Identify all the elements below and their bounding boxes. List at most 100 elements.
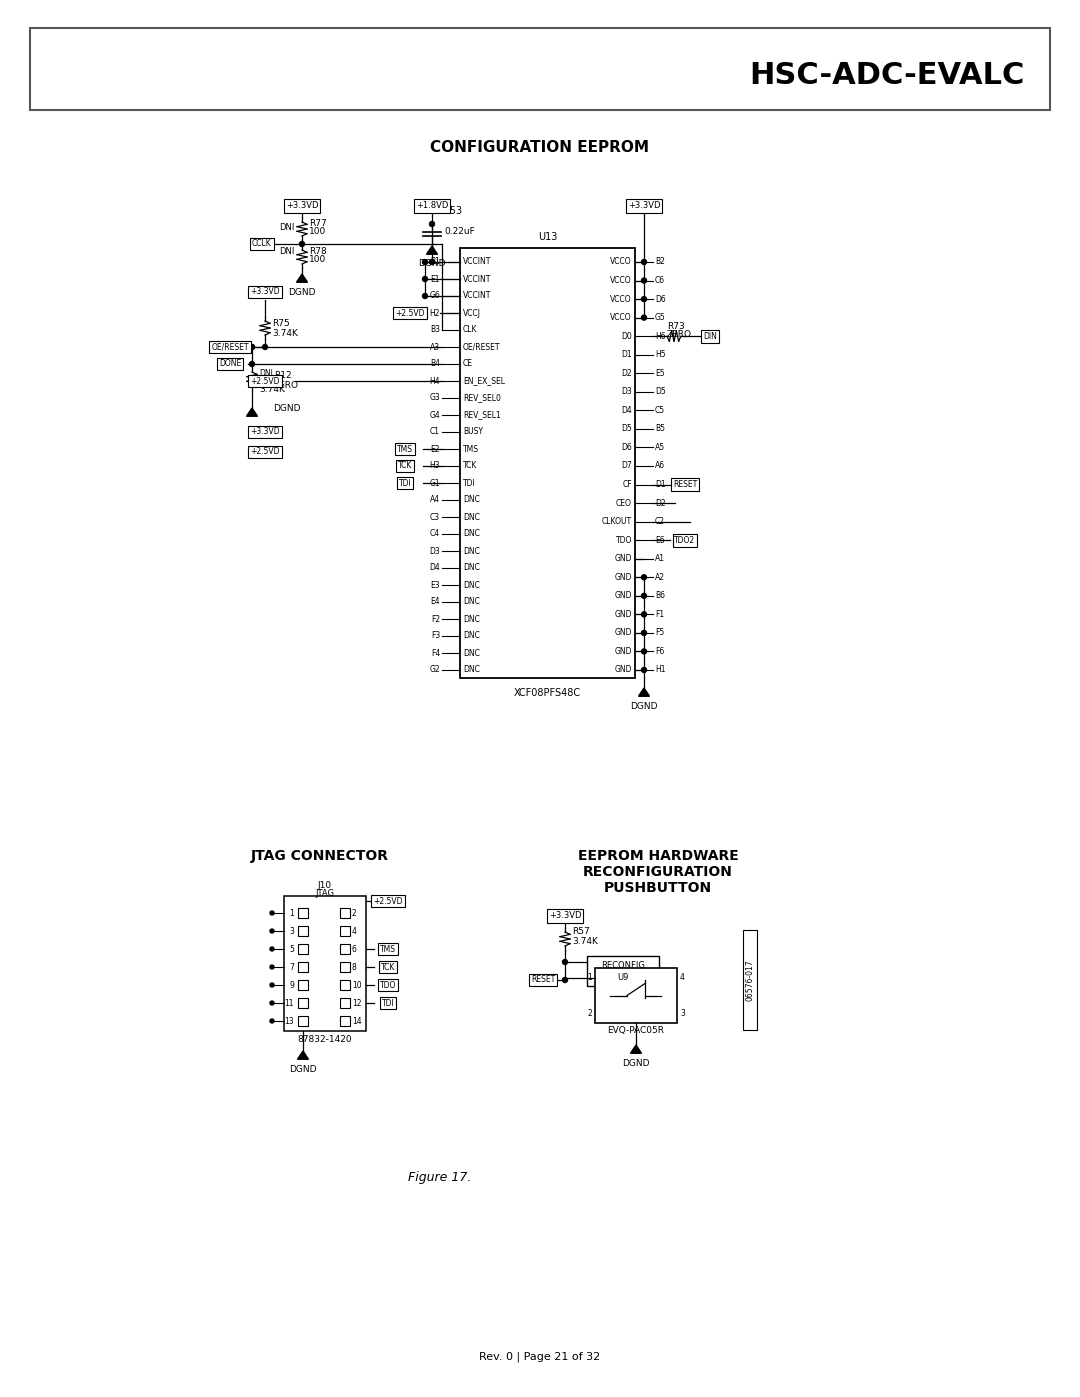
Text: OE/RESET: OE/RESET bbox=[463, 342, 500, 352]
Bar bbox=[340, 997, 350, 1009]
Text: VCCINT: VCCINT bbox=[463, 274, 491, 284]
Circle shape bbox=[430, 260, 434, 264]
Polygon shape bbox=[246, 408, 257, 416]
Text: +3.3VD: +3.3VD bbox=[251, 427, 280, 436]
Polygon shape bbox=[638, 687, 649, 696]
Text: PUSHBUTTON: PUSHBUTTON bbox=[604, 882, 712, 895]
Text: F4: F4 bbox=[431, 648, 440, 658]
Text: R57: R57 bbox=[572, 928, 590, 936]
Text: 8: 8 bbox=[352, 963, 356, 971]
Text: GND: GND bbox=[615, 555, 632, 563]
Text: 2: 2 bbox=[588, 1009, 592, 1017]
Text: DNC: DNC bbox=[463, 665, 480, 675]
Text: H2: H2 bbox=[430, 309, 440, 317]
Circle shape bbox=[262, 345, 268, 349]
Circle shape bbox=[422, 277, 428, 282]
Text: H6: H6 bbox=[654, 331, 665, 341]
Text: 6: 6 bbox=[352, 944, 356, 954]
Text: CEO: CEO bbox=[616, 499, 632, 507]
Text: VCCINT: VCCINT bbox=[463, 292, 491, 300]
Bar bbox=[340, 1016, 350, 1025]
Bar bbox=[284, 895, 366, 1031]
Text: U9: U9 bbox=[618, 974, 629, 982]
Text: U13: U13 bbox=[538, 232, 557, 242]
Text: EN_EX_SEL: EN_EX_SEL bbox=[463, 377, 505, 386]
Text: TMS: TMS bbox=[380, 944, 396, 954]
Text: 7: 7 bbox=[289, 963, 294, 971]
Text: 100: 100 bbox=[309, 256, 326, 264]
Circle shape bbox=[299, 242, 305, 246]
Text: HSC-ADC-EVALC: HSC-ADC-EVALC bbox=[750, 60, 1025, 89]
Text: D7: D7 bbox=[621, 461, 632, 471]
Text: R73: R73 bbox=[667, 321, 685, 331]
Polygon shape bbox=[427, 246, 437, 254]
Bar bbox=[340, 981, 350, 990]
Bar bbox=[298, 1016, 308, 1025]
Text: +1.8VD: +1.8VD bbox=[416, 201, 448, 211]
Text: 10: 10 bbox=[352, 981, 362, 989]
Text: E4: E4 bbox=[430, 598, 440, 606]
Text: 11: 11 bbox=[284, 999, 294, 1007]
Circle shape bbox=[270, 983, 274, 988]
Text: CLKOUT: CLKOUT bbox=[602, 517, 632, 527]
Bar bbox=[340, 926, 350, 936]
Text: DNI: DNI bbox=[280, 247, 295, 257]
Text: DONE: DONE bbox=[219, 359, 241, 369]
Text: D5: D5 bbox=[654, 387, 665, 397]
Text: D1: D1 bbox=[654, 481, 665, 489]
Circle shape bbox=[422, 260, 428, 264]
Text: ZERO: ZERO bbox=[274, 381, 299, 391]
Text: +3.3VD: +3.3VD bbox=[286, 201, 319, 211]
Text: RECONFIG: RECONFIG bbox=[602, 961, 645, 971]
Text: EEPROM HARDWARE: EEPROM HARDWARE bbox=[578, 849, 739, 863]
Text: DNC: DNC bbox=[463, 529, 480, 538]
Text: BUSY: BUSY bbox=[463, 427, 483, 436]
Circle shape bbox=[430, 222, 434, 226]
Circle shape bbox=[249, 362, 255, 366]
Text: D6: D6 bbox=[654, 295, 665, 303]
Text: D4: D4 bbox=[429, 563, 440, 573]
Text: B4: B4 bbox=[430, 359, 440, 369]
Text: B2: B2 bbox=[654, 257, 665, 267]
Text: 1: 1 bbox=[588, 974, 592, 982]
Text: +2.5VD: +2.5VD bbox=[395, 309, 424, 317]
Circle shape bbox=[642, 630, 647, 636]
Text: DNC: DNC bbox=[463, 648, 480, 658]
Text: DNC: DNC bbox=[463, 563, 480, 573]
Text: 3.74K: 3.74K bbox=[259, 386, 285, 394]
Text: DGND: DGND bbox=[288, 288, 315, 298]
Text: D4: D4 bbox=[621, 407, 632, 415]
Text: CONFIGURATION EEPROM: CONFIGURATION EEPROM bbox=[431, 141, 649, 155]
Circle shape bbox=[642, 650, 647, 654]
Text: GND: GND bbox=[615, 591, 632, 601]
Circle shape bbox=[270, 929, 274, 933]
Text: CF: CF bbox=[622, 481, 632, 489]
Text: 4: 4 bbox=[680, 974, 685, 982]
Text: JTAG: JTAG bbox=[315, 888, 335, 897]
Text: H5: H5 bbox=[654, 351, 665, 359]
Text: F1: F1 bbox=[654, 610, 664, 619]
Text: CCLK: CCLK bbox=[252, 239, 272, 249]
Text: C6: C6 bbox=[654, 277, 665, 285]
Text: GND: GND bbox=[615, 665, 632, 675]
Bar bbox=[588, 956, 659, 986]
Text: D2: D2 bbox=[621, 369, 632, 377]
Text: TCK: TCK bbox=[381, 963, 395, 971]
Text: 3.74K: 3.74K bbox=[572, 937, 598, 947]
Text: +2.5VD: +2.5VD bbox=[374, 897, 403, 905]
Text: 0.22uF: 0.22uF bbox=[444, 228, 475, 236]
Text: B6: B6 bbox=[654, 591, 665, 601]
Text: VCCINT: VCCINT bbox=[463, 257, 491, 267]
Text: B5: B5 bbox=[654, 425, 665, 433]
Text: G5: G5 bbox=[654, 313, 665, 323]
Text: DNC: DNC bbox=[463, 581, 480, 590]
Text: RESET: RESET bbox=[531, 975, 555, 985]
Text: DGND: DGND bbox=[622, 1059, 650, 1067]
Text: DNI: DNI bbox=[280, 224, 295, 232]
Text: G4: G4 bbox=[429, 411, 440, 419]
Text: R77: R77 bbox=[309, 219, 327, 229]
Text: 5: 5 bbox=[289, 944, 294, 954]
Circle shape bbox=[563, 960, 567, 964]
Text: R12: R12 bbox=[274, 372, 292, 380]
Text: TMS: TMS bbox=[397, 444, 413, 454]
